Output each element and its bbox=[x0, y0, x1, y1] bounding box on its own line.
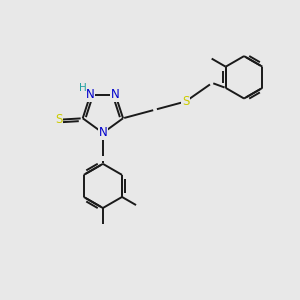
Text: H: H bbox=[79, 83, 86, 93]
Text: N: N bbox=[86, 88, 95, 101]
Text: N: N bbox=[111, 88, 120, 101]
Text: N: N bbox=[98, 126, 107, 140]
Text: S: S bbox=[55, 113, 62, 126]
Text: S: S bbox=[182, 95, 189, 108]
